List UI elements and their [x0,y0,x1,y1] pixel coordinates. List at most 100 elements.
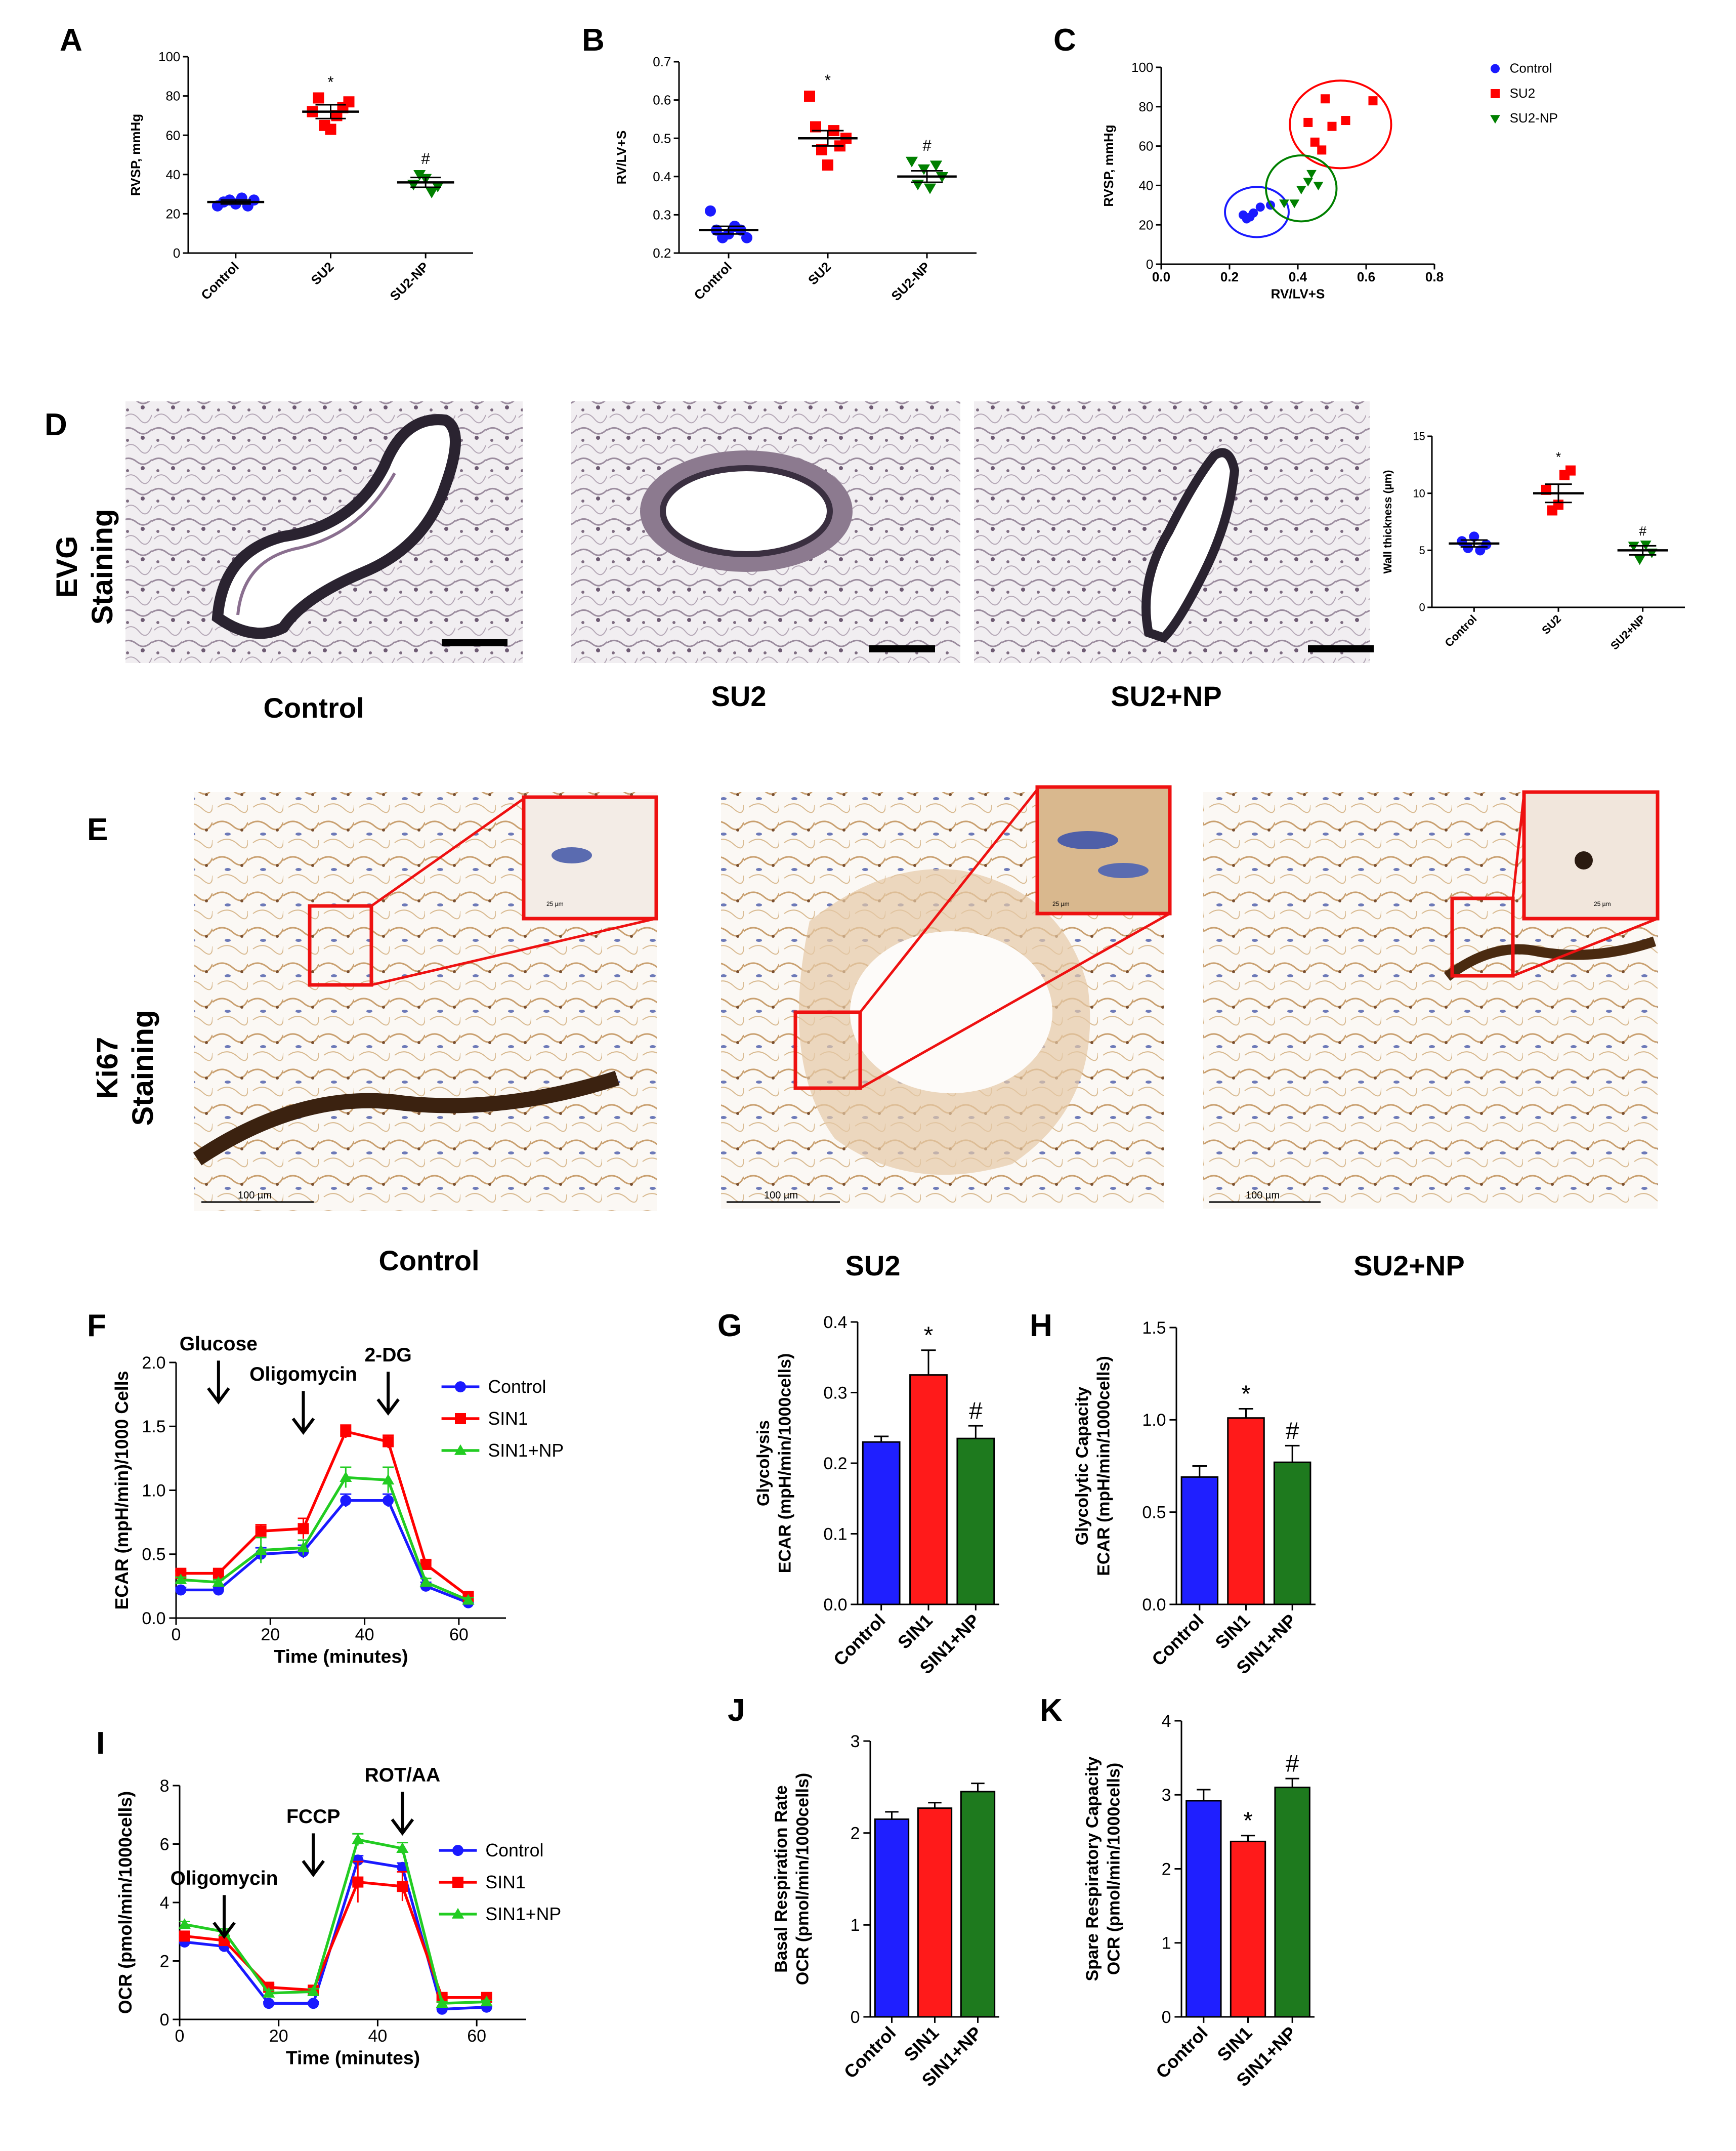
chart-B-y-tick-label-2: 0.4 [653,169,671,184]
chart-B-point-1-0 [804,91,815,102]
chart-I-y-tick-label-3: 6 [160,1835,170,1854]
chart-G-bar-0 [862,1441,901,1605]
chart-F-point-2-1 [212,1576,225,1587]
chart-B-x-tick-label-0: Control [691,259,735,303]
chart-F-x-axis-label: Time (minutes) [274,1645,408,1667]
chart-B-y-tick-label-0: 0.2 [653,245,671,261]
chart-C-point-2-0 [1279,199,1289,209]
chart-C-point-1-6 [1368,96,1378,106]
chart-A-x-tick-label-1: SU2 [308,259,337,288]
chart-B-significance-mark-1: * [825,71,831,89]
chart-C-cluster-ellipse-2 [1265,154,1338,223]
chart-I-point-2-4 [352,1833,364,1844]
chart-I-point-2-6 [436,1997,448,2008]
chart-F-annotation-0: Glucose [180,1333,258,1355]
chart-F-point-2-0 [175,1574,187,1585]
chart-K-significance-mark-1: * [1243,1807,1253,1834]
chart-F-legend-marker-0 [455,1381,466,1393]
chart-A-point-2-3 [426,187,438,198]
chart-C-legend-marker-1 [1491,89,1500,98]
chart-A-y-axis-label: RVSP, mmHg [128,114,143,196]
chart-J-y-tick-label-1: 1 [851,1916,860,1935]
chart-G-y-tick-label-4: 0.4 [823,1313,847,1332]
panel-label-K: K [1040,1693,1063,1728]
chart-C-point-2-4 [1313,182,1324,191]
chart-C-y-tick-label-4: 80 [1138,99,1153,114]
chart-I-legend-label-2: SIN1+NP [485,1904,561,1924]
chart-G-y-axis-label-line1: Glycolysis [754,1420,773,1506]
chart-D-significance-mark-2: # [1639,523,1646,539]
chart-J-bar-2 [960,1791,996,2018]
chart-F-x-tick-label-0: 0 [172,1625,181,1644]
chart-B-y-tick-label-1: 0.3 [653,208,671,223]
chart-F-point-2-5 [382,1474,395,1485]
chart-A-significance-mark-1: * [327,73,333,91]
ki67-label-line1: Ki67 [91,1037,124,1099]
panel-label-C: C [1053,23,1076,58]
chart-I-point-2-7 [480,1996,493,2007]
chart-F-annotation-arrow-head-0 [207,1387,230,1404]
chart-A-y-tick-label-2: 40 [165,167,180,182]
chart-F-series-line-0 [181,1499,469,1604]
chart-K-y-tick-label-2: 2 [1162,1859,1171,1879]
chart-C-y-tick-label-3: 60 [1138,139,1153,154]
chart-F-x-tick-label-3: 60 [449,1625,469,1644]
chart-B-point-2-0 [905,156,918,168]
chart-F-y-tick-label-2: 1.0 [142,1481,165,1500]
chart-C-x-tick-label-1: 0.2 [1220,269,1239,284]
chart-A-y-tick-label-0: 0 [173,245,180,261]
chart-I-point-2-0 [178,1918,191,1929]
chart-H-y-tick-label-0: 0.0 [1142,1595,1166,1615]
chart-F-point-0-0 [175,1584,187,1596]
panel-label-D: D [45,407,67,442]
chart-C-legend-label-2: SU2-NP [1510,110,1558,126]
chart-D-y-tick-label-2: 10 [1413,487,1425,500]
ki67-inset-scale-control: 25 µm [546,900,564,907]
chart-A-x-tick-label-0: Control [198,259,242,303]
chart-F-point-0-4 [340,1495,352,1506]
ki67-caption-control: Control [378,1245,479,1276]
chart-I-annotation-1: FCCP [286,1806,340,1828]
chart-C-cluster-ellipse-0 [1224,186,1290,238]
chart-C-x-axis-label: RV/LV+S [1271,286,1325,302]
chart-C-y-tick-label-2: 40 [1138,178,1153,193]
chart-G-x-tick-label-1: SIN1 [894,1610,936,1652]
chart-C-x-tick-label-4: 0.8 [1425,269,1444,284]
chart-C-y-tick-label-1: 20 [1138,217,1153,232]
chart-A-point-1-6 [343,96,355,108]
chart-F-series-line-2 [181,1476,469,1602]
chart-A-point-0-4 [236,192,247,204]
evg-caption-su2: SU2 [711,680,767,712]
chart-F-annotation-1: Oligomycin [249,1363,357,1385]
chart-G-significance-mark-2: # [969,1397,983,1424]
chart-F-x-tick-label-2: 40 [355,1625,374,1644]
chart-C-point-0-3 [1249,208,1258,218]
chart-C-y-tick-label-0: 0 [1146,257,1153,272]
chart-I-point-0-2 [263,1998,275,2009]
chart-C-point-2-2 [1296,185,1306,195]
chart-I-annotation-arrow-head-1 [302,1860,325,1877]
chart-I-y-tick-label-1: 2 [160,1952,170,1971]
chart-I-point-1-4 [352,1876,364,1888]
chart-A-y-tick-label-1: 20 [165,206,180,222]
chart-I-legend-marker-2 [451,1908,464,1919]
chart-K-bar-2 [1274,1787,1310,2018]
panel-label-H: H [1030,1308,1052,1343]
chart-B-point-2-2 [917,164,930,175]
chart-F-point-2-2 [255,1544,267,1555]
chart-F-point-2-4 [340,1471,352,1482]
chart-I-point-0-3 [308,1998,319,2009]
chart-C-y-axis-label: RVSP, mmHg [1101,125,1116,206]
chart-F-point-2-7 [462,1594,475,1605]
chart-G-significance-mark-1: * [924,1322,934,1349]
chart-F-legend-label-1: SIN1 [488,1409,528,1429]
chart-K-y-tick-label-0: 0 [1162,2008,1171,2027]
chart-H-y-tick-label-2: 1.0 [1142,1411,1166,1430]
chart-F-point-1-1 [213,1567,224,1579]
chart-G-y-tick-label-3: 0.3 [823,1383,847,1402]
chart-I-point-2-2 [263,1987,275,1998]
chart-J-y-axis-label-line1: Basal Respiration Rate [772,1785,791,1972]
